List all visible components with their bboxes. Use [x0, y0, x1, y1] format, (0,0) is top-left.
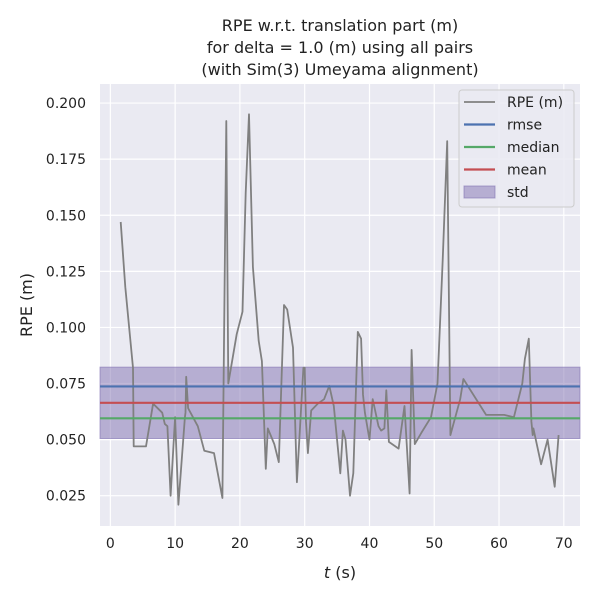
y-axis-ticks: 0.025 0.050 0.075 0.100 0.125 0.150 0.175 0.200 [46, 96, 86, 505]
y-tick-label: 0.050 [46, 433, 86, 449]
y-axis-label: RPE (m) [17, 273, 36, 337]
x-tick-label: 10 [166, 536, 184, 552]
x-tick-label: 30 [296, 536, 314, 552]
legend-label: median [507, 140, 559, 156]
y-tick-label: 0.175 [46, 152, 86, 168]
x-axis-label-unit: (s) [330, 563, 356, 582]
legend-label: std [507, 185, 529, 201]
x-tick-label: 40 [361, 536, 379, 552]
y-tick-label: 0.025 [46, 489, 86, 505]
x-axis-label-var: t [324, 563, 331, 582]
title-line-2: for delta = 1.0 (m) using all pairs [207, 38, 473, 57]
legend-label: mean [507, 163, 547, 179]
x-tick-label: 0 [106, 536, 115, 552]
y-tick-label: 0.200 [46, 96, 86, 112]
y-tick-label: 0.125 [46, 264, 86, 280]
x-axis-ticks: 0 10 20 30 40 50 60 70 [106, 536, 573, 552]
legend-swatch-std [463, 185, 496, 199]
legend: RPE (m) rmse median mean std [458, 89, 575, 208]
x-tick-label: 60 [490, 536, 508, 552]
title-line-1: RPE w.r.t. translation part (m) [222, 16, 458, 35]
legend-label: RPE (m) [507, 95, 563, 111]
y-tick-label: 0.150 [46, 208, 86, 224]
y-tick-label: 0.075 [46, 377, 86, 393]
y-tick-label: 0.100 [46, 320, 86, 336]
legend-label: rmse [507, 118, 542, 134]
legend-box [458, 89, 575, 208]
x-tick-label: 50 [425, 536, 443, 552]
x-tick-label: 70 [555, 536, 573, 552]
rpe-series-line [119, 113, 560, 506]
x-tick-label: 20 [231, 536, 249, 552]
chart-title: RPE w.r.t. translation part (m) for delt… [201, 16, 478, 79]
title-line-3: (with Sim(3) Umeyama alignment) [201, 60, 478, 79]
x-axis-label: t (s) [324, 563, 356, 582]
